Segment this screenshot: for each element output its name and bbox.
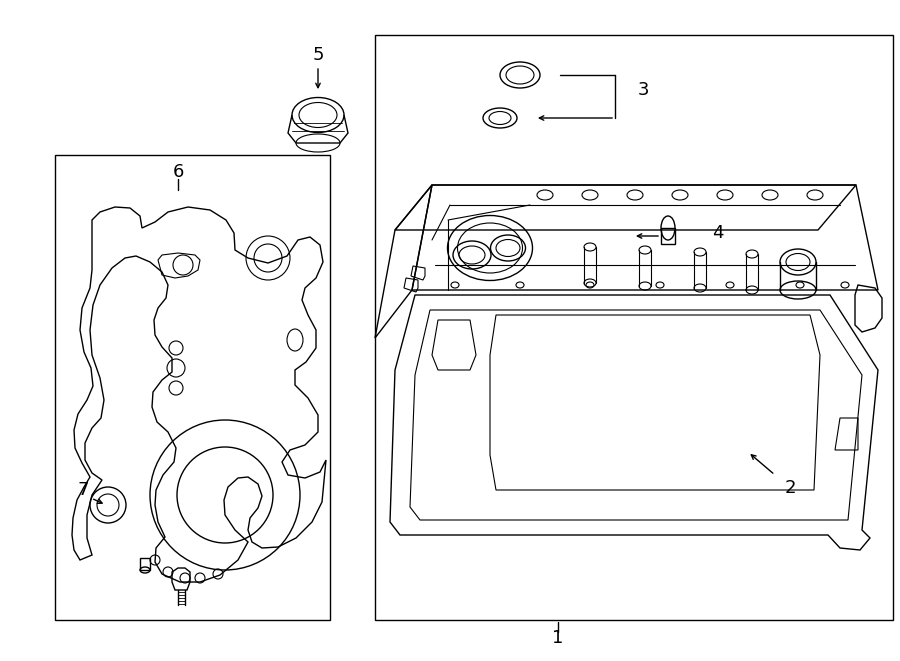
Text: 3: 3 bbox=[637, 81, 649, 99]
Text: 1: 1 bbox=[553, 629, 563, 647]
Text: 7: 7 bbox=[77, 481, 89, 499]
Text: 4: 4 bbox=[712, 224, 724, 242]
Bar bbox=[375, 35, 893, 620]
Text: 5: 5 bbox=[312, 46, 324, 64]
Bar bbox=[55, 155, 330, 620]
Text: 2: 2 bbox=[784, 479, 796, 497]
Text: 6: 6 bbox=[172, 163, 184, 181]
